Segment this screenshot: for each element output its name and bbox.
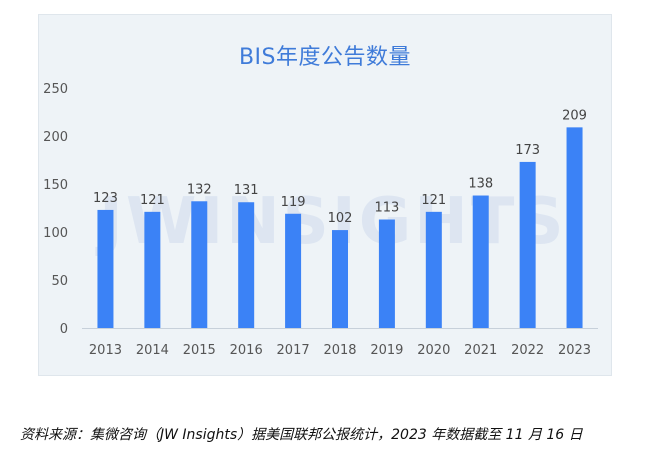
data-label-2020: 121	[421, 193, 446, 208]
x-tick-label-2023: 2023	[558, 343, 591, 358]
x-tick-label-2015: 2015	[183, 343, 216, 358]
data-label-2023: 209	[562, 108, 587, 123]
data-label-2013: 123	[93, 191, 118, 206]
chart-title: BIS年度公告数量	[238, 45, 412, 70]
data-label-2018: 102	[328, 211, 353, 226]
x-tick-label-2021: 2021	[464, 343, 497, 358]
bar-2019	[378, 219, 395, 328]
source-caption: 资料来源：集微咨询（JW Insights）据美国联邦公报统计，2023 年数据…	[20, 427, 583, 443]
y-tick-label: 200	[43, 130, 68, 145]
bar-2015	[191, 201, 208, 328]
bar-2013	[97, 209, 114, 328]
data-label-2017: 119	[281, 195, 306, 210]
bar-2023	[566, 127, 583, 328]
x-tick-label-2016: 2016	[230, 343, 263, 358]
data-label-2016: 131	[234, 183, 259, 198]
y-tick-label: 250	[43, 82, 68, 97]
x-tick-label-2019: 2019	[370, 343, 403, 358]
y-tick-label: 100	[43, 226, 68, 241]
x-tick-label-2022: 2022	[511, 343, 544, 358]
bar-2020	[425, 211, 442, 328]
data-label-2021: 138	[468, 177, 493, 192]
data-label-2014: 121	[140, 193, 165, 208]
y-tick-label: 0	[60, 322, 68, 337]
data-label-2022: 173	[515, 143, 540, 158]
y-tick-label: 150	[43, 178, 68, 193]
bar-2018	[332, 230, 348, 328]
bar-2022	[519, 161, 536, 328]
x-tick-label-2017: 2017	[277, 343, 310, 358]
bar-2021	[472, 195, 489, 328]
bar-2016	[238, 202, 255, 328]
x-tick-label-2018: 2018	[323, 343, 356, 358]
data-label-2019: 113	[374, 201, 399, 216]
data-label-2015: 132	[187, 182, 212, 197]
bar-2014	[144, 211, 161, 328]
bar-2017	[285, 213, 302, 328]
x-tick-label-2020: 2020	[417, 343, 450, 358]
x-tick-label-2013: 2013	[89, 343, 122, 358]
x-tick-label-2014: 2014	[136, 343, 169, 358]
y-tick-label: 50	[51, 274, 68, 289]
